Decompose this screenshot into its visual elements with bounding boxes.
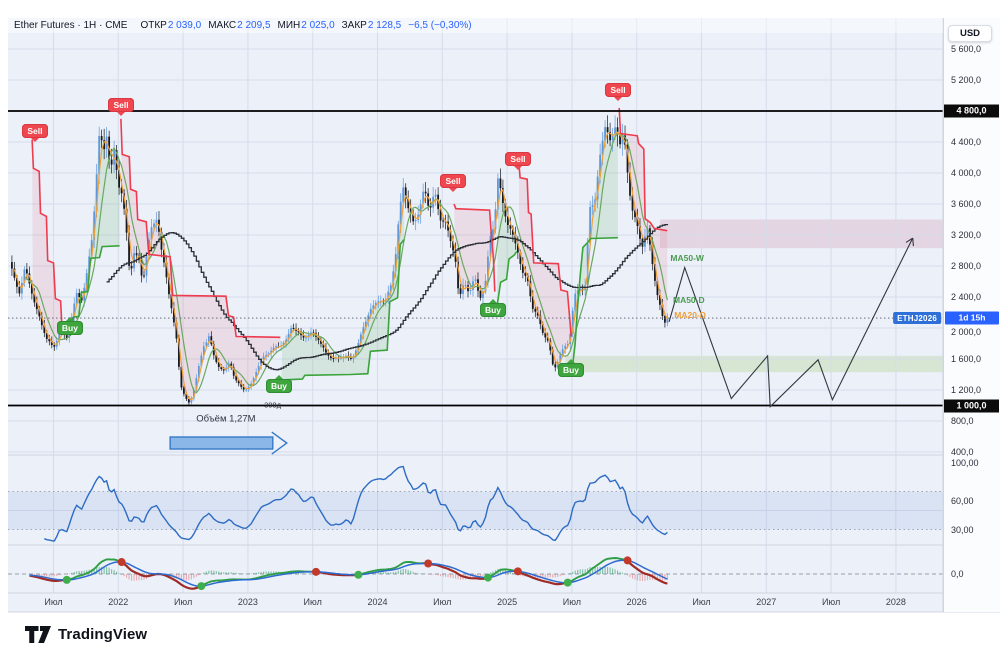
rsi-pane — [44, 465, 668, 542]
main-pane — [11, 107, 669, 405]
trail-fill — [496, 185, 517, 309]
highlight-zone — [565, 355, 943, 373]
trail-fill — [572, 124, 618, 367]
trail-stop-line — [69, 245, 120, 336]
trail-stop-line — [453, 203, 496, 292]
macd-cross-dot — [311, 567, 320, 576]
macd-signal-line — [29, 559, 668, 587]
rsi-line — [44, 465, 668, 542]
macd-cross-dot — [623, 556, 632, 565]
macd-cross-dot — [354, 570, 363, 579]
macd-cross-dot — [62, 575, 71, 584]
projection-drawing[interactable] — [668, 237, 914, 408]
macd-pane — [28, 556, 668, 591]
macd-cross-dot — [197, 582, 206, 591]
trail-stop-line — [281, 239, 405, 381]
highlight-zone — [660, 219, 943, 249]
trail-stop-line — [518, 162, 573, 337]
trail-stop-line — [31, 139, 67, 328]
trail-fill — [454, 204, 495, 296]
trail-fill — [120, 118, 281, 405]
trail-stop-line — [495, 250, 518, 309]
macd-cross-dot — [424, 559, 433, 568]
macd-cross-dot — [563, 578, 572, 587]
trail-stop-line — [618, 107, 668, 232]
trail-fill — [281, 185, 405, 380]
macd-cross-dot — [117, 558, 126, 567]
macd-cross-dot — [483, 573, 492, 582]
trail-stop-line — [571, 236, 618, 367]
ma50w-step-line — [106, 223, 669, 371]
trail-stop-line — [120, 118, 281, 339]
macd-cross-dot — [513, 567, 522, 576]
tradingview-logo[interactable]: TradingView — [25, 626, 147, 643]
arrow-annotation[interactable] — [169, 431, 288, 455]
rsi-band — [8, 491, 943, 530]
legend-strip — [8, 18, 943, 33]
trail-fill — [32, 139, 67, 347]
grid — [8, 18, 943, 593]
tradingview-logo-icon — [25, 626, 51, 643]
tradingview-logo-text: TradingView — [58, 626, 148, 643]
